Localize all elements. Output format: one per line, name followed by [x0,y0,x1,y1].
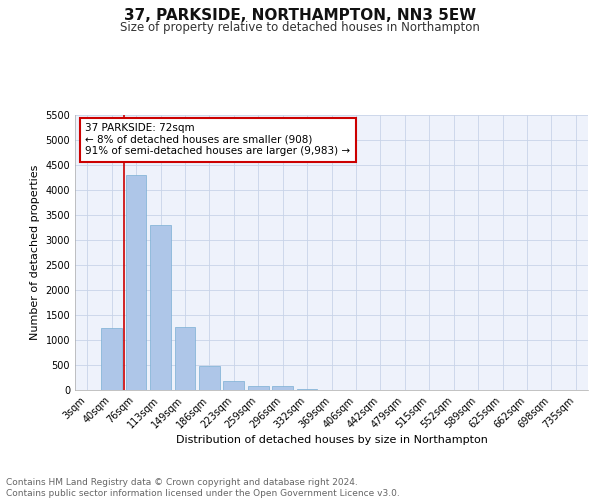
Text: Contains HM Land Registry data © Crown copyright and database right 2024.
Contai: Contains HM Land Registry data © Crown c… [6,478,400,498]
Bar [223,380,244,390]
Text: 37 PARKSIDE: 72sqm
← 8% of detached houses are smaller (908)
91% of semi-detache: 37 PARKSIDE: 72sqm ← 8% of detached hous… [85,123,350,156]
Bar [296,388,317,390]
Bar [101,328,122,390]
Bar [175,326,196,390]
Bar [199,366,220,390]
Bar [272,386,293,390]
Bar [248,386,269,390]
Text: 37, PARKSIDE, NORTHAMPTON, NN3 5EW: 37, PARKSIDE, NORTHAMPTON, NN3 5EW [124,8,476,22]
Bar [125,175,146,390]
Text: Size of property relative to detached houses in Northampton: Size of property relative to detached ho… [120,21,480,34]
X-axis label: Distribution of detached houses by size in Northampton: Distribution of detached houses by size … [176,436,487,446]
Bar [150,225,171,390]
Y-axis label: Number of detached properties: Number of detached properties [30,165,40,340]
